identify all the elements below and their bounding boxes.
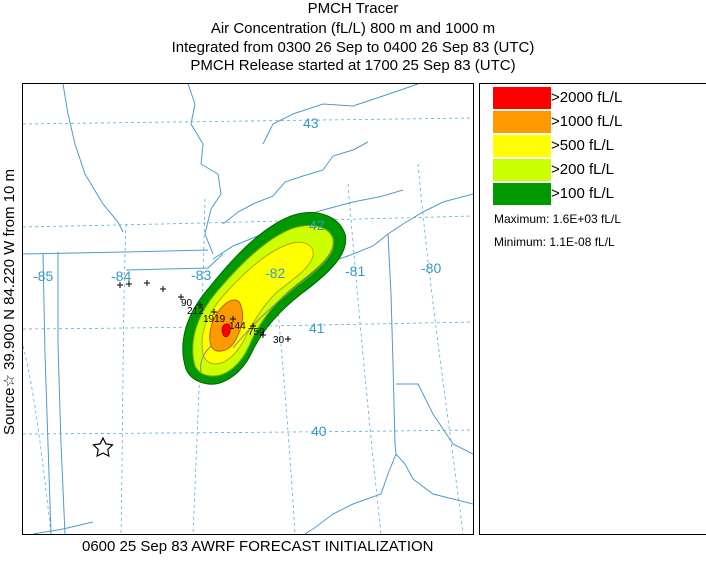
legend-label: >100 fL/L: [551, 185, 614, 202]
lat-label-41: 41: [309, 320, 325, 336]
sampler-plus-8: [230, 316, 236, 322]
legend-swatch: [493, 87, 551, 109]
contour-outline-b: [200, 345, 212, 373]
ohio-pennsylvania-border: [387, 233, 397, 455]
sampler-plus-2: [126, 281, 132, 287]
legend-item-1000: >1000 fL/L: [493, 111, 693, 133]
legend-label: >2000 fL/L: [551, 89, 623, 106]
pa-wv-line: [396, 383, 473, 455]
sampler-plus-6: [197, 302, 203, 308]
contour-outline-a: [232, 243, 334, 349]
map-canvas: -85 -84 -83 -82 -81 -80 43 42 41 40 90 2…: [23, 84, 473, 534]
graticule-lon-85: [23, 345, 52, 534]
sampler-plus-9: [250, 323, 256, 329]
sampler-plus-1: [117, 282, 123, 288]
graticule-lat-43: [23, 117, 473, 125]
legend-item-100: >100 fL/L: [493, 183, 693, 205]
lon-label-84: -84: [111, 268, 131, 284]
sampler-sites: [117, 280, 291, 342]
michigan-ohio-border: [125, 253, 224, 271]
legend-item-2000: >2000 fL/L: [493, 87, 693, 109]
source-star-icon: [92, 436, 114, 458]
sampler-value-1919: 1919: [203, 314, 226, 325]
subtitle-integration: Integrated from 0300 26 Sep to 0400 26 S…: [171, 39, 535, 56]
minimum-value: Minimum: 1.1E-08 fL/L: [494, 235, 615, 249]
lon-label-82: -82: [265, 265, 285, 281]
subtitle-concentration: Air Concentration (fL/L) 800 m and 1000 …: [210, 20, 496, 37]
lon-label-85: -85: [33, 268, 53, 284]
subtitle-release: PMCH Release started at 1700 25 Sep 83 (…: [190, 57, 516, 74]
legend-label: >200 fL/L: [551, 161, 614, 178]
contour-2000: [221, 323, 231, 338]
lake-st-clair: [222, 141, 369, 225]
legend-label: >1000 fL/L: [551, 113, 623, 130]
graticule: [23, 117, 473, 534]
lat-label-40: 40: [311, 423, 327, 439]
legend-item-200: >200 fL/L: [493, 159, 693, 181]
sampler-plus-3: [144, 280, 150, 286]
graticule-lat-40: [23, 429, 473, 435]
legend-swatch: [493, 183, 551, 205]
graticule-lat-41: [23, 321, 473, 330]
legend-item-500: >500 fL/L: [493, 135, 693, 157]
illinois-indiana-border: [42, 253, 52, 534]
sampler-plus-10: [260, 332, 266, 338]
sampler-value-212: 212: [187, 306, 204, 317]
sampler-plus-4: [160, 286, 166, 292]
sampler-value-759: 759: [248, 327, 265, 338]
graticule-lon-81: [347, 183, 382, 534]
lon-label-80: -80: [421, 260, 441, 276]
indiana-michigan-border: [23, 249, 209, 255]
wv-panhandle: [395, 453, 473, 505]
maximum-value: Maximum: 1.6E+03 fL/L: [494, 212, 622, 226]
chart-title: PMCH Tracer: [307, 0, 399, 17]
sampler-plus-7: [211, 309, 217, 315]
legend-swatch: [493, 135, 551, 157]
graticule-lat-42: [23, 215, 473, 228]
lon-label-83: -83: [191, 267, 211, 283]
legend-panel: >2000 fL/L >1000 fL/L >500 fL/L >200 fL/…: [479, 83, 706, 535]
lake-huron-shore: [262, 84, 419, 145]
lat-label-43: 43: [303, 115, 319, 131]
sampler-plus-5: [178, 294, 184, 300]
sampler-plus-11: [285, 336, 291, 342]
graticule-lon-83: [192, 198, 206, 534]
graticule-lon-80: [417, 163, 464, 534]
lat-label-42: 42: [309, 217, 325, 233]
lon-label-81: -81: [345, 263, 365, 279]
legend-swatch: [493, 159, 551, 181]
sampler-value-144: 144: [229, 321, 246, 332]
map-panel: -85 -84 -83 -82 -81 -80 43 42 41 40 90 2…: [22, 83, 474, 535]
detroit-shore: [187, 84, 222, 255]
sampler-value-30: 30: [273, 335, 285, 346]
legend-label: >500 fL/L: [551, 137, 614, 154]
source-location-label: Source☆ 39.900 N 84.220 W from 10 m: [1, 168, 18, 436]
indiana-ohio-border: [57, 252, 66, 534]
ohio-river-lower: [32, 521, 94, 534]
footer-initialization: 0600 25 Sep 83 AWRF FORECAST INITIALIZAT…: [82, 538, 434, 555]
graticule-lon-84: [120, 223, 127, 534]
legend-swatch: [493, 111, 551, 133]
ohio-river: [304, 453, 397, 534]
lake-michigan-shore: [62, 84, 124, 233]
plume: [182, 212, 347, 385]
sampler-value-90: 90: [181, 298, 193, 309]
